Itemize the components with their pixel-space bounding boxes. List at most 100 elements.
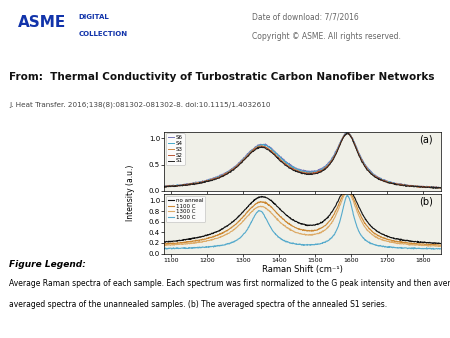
X-axis label: Raman Shift (cm⁻¹): Raman Shift (cm⁻¹) <box>262 265 343 274</box>
S4 <box>325 162 331 166</box>
S4 <box>318 168 323 172</box>
Line: 1300 C: 1300 C <box>153 192 441 246</box>
S1 <box>369 172 374 176</box>
Line: S1: S1 <box>153 134 441 188</box>
Line: S4: S4 <box>153 133 441 188</box>
1300 C <box>334 211 339 215</box>
S1 <box>438 186 444 190</box>
no anneal <box>151 240 156 244</box>
Line: S6: S6 <box>153 133 441 188</box>
S6 <box>346 131 351 135</box>
S4 <box>435 186 440 190</box>
Text: J. Heat Transfer. 2016;138(8):081302-081302-8. doi:10.1115/1.4032610: J. Heat Transfer. 2016;138(8):081302-081… <box>9 101 270 108</box>
S2 <box>318 169 323 173</box>
Line: no anneal: no anneal <box>153 189 441 244</box>
1300 C <box>151 244 156 248</box>
S4 <box>399 183 404 187</box>
S3 <box>369 172 374 176</box>
S2 <box>346 131 351 135</box>
S4 <box>344 131 350 135</box>
Text: Figure Legend:: Figure Legend: <box>9 260 86 269</box>
S1 <box>168 184 174 188</box>
1100 C <box>318 226 323 231</box>
1300 C <box>168 243 174 247</box>
1500 C <box>369 242 375 246</box>
S2 <box>399 183 404 187</box>
1100 C <box>325 220 331 224</box>
S6 <box>438 186 444 190</box>
S1 <box>399 183 404 187</box>
no anneal <box>437 242 443 246</box>
S6 <box>151 185 156 189</box>
1500 C <box>151 246 156 250</box>
Text: averaged spectra of the unannealed samples. (b) The averaged spectra of the anne: averaged spectra of the unannealed sampl… <box>9 300 387 309</box>
S1 <box>151 185 156 189</box>
S1 <box>318 170 323 174</box>
Text: Average Raman spectra of each sample. Each spectrum was first normalized to the : Average Raman spectra of each sample. Ea… <box>9 279 450 288</box>
S3 <box>168 184 174 188</box>
Text: COLLECTION: COLLECTION <box>79 31 128 37</box>
no anneal <box>168 239 174 243</box>
1500 C <box>344 194 350 198</box>
1500 C <box>334 227 340 232</box>
S6 <box>334 148 339 152</box>
S2 <box>325 164 331 168</box>
S1 <box>344 131 349 136</box>
S6 <box>436 186 442 190</box>
S4 <box>151 185 156 189</box>
1100 C <box>346 189 351 193</box>
no anneal <box>369 225 374 230</box>
1500 C <box>318 242 324 246</box>
1100 C <box>399 241 404 245</box>
1500 C <box>326 239 331 243</box>
S6 <box>325 161 331 165</box>
S4 <box>168 184 174 188</box>
Line: S2: S2 <box>153 133 441 188</box>
S3 <box>318 169 323 173</box>
1300 C <box>436 244 441 248</box>
S4 <box>369 171 374 175</box>
Text: (a): (a) <box>419 134 433 144</box>
S6 <box>369 171 374 175</box>
S3 <box>151 185 156 189</box>
1500 C <box>438 247 444 251</box>
Text: Intensity (a.u.): Intensity (a.u.) <box>126 165 135 221</box>
Text: DIGITAL: DIGITAL <box>79 14 109 20</box>
Line: S3: S3 <box>153 133 441 188</box>
S2 <box>151 185 156 189</box>
1300 C <box>399 242 404 246</box>
S3 <box>437 186 443 190</box>
1500 C <box>169 246 174 250</box>
no anneal <box>325 216 331 220</box>
1100 C <box>436 243 442 247</box>
S2 <box>168 184 174 188</box>
Text: ASME: ASME <box>18 15 66 30</box>
Line: 1500 C: 1500 C <box>153 196 441 249</box>
Text: From:  Thermal Conductivity of Turbostratic Carbon Nanofiber Networks: From: Thermal Conductivity of Turbostrat… <box>9 72 435 82</box>
no anneal <box>334 201 339 206</box>
Text: (b): (b) <box>419 197 433 207</box>
S2 <box>438 186 444 190</box>
1300 C <box>345 190 351 194</box>
1500 C <box>399 246 405 250</box>
1300 C <box>369 233 374 237</box>
1500 C <box>158 247 164 251</box>
S4 <box>438 186 444 190</box>
S6 <box>399 183 404 187</box>
S3 <box>325 164 331 168</box>
1100 C <box>151 243 156 247</box>
1100 C <box>168 242 174 246</box>
S2 <box>369 172 374 176</box>
1100 C <box>334 207 339 211</box>
1300 C <box>325 226 331 230</box>
Line: 1100 C: 1100 C <box>153 191 441 245</box>
S1 <box>334 150 339 154</box>
no anneal <box>345 187 351 191</box>
no anneal <box>318 221 323 225</box>
S1 <box>325 164 331 168</box>
no anneal <box>438 242 444 246</box>
S3 <box>399 182 404 186</box>
1100 C <box>369 230 374 234</box>
S1 <box>434 186 440 190</box>
S6 <box>318 167 323 171</box>
